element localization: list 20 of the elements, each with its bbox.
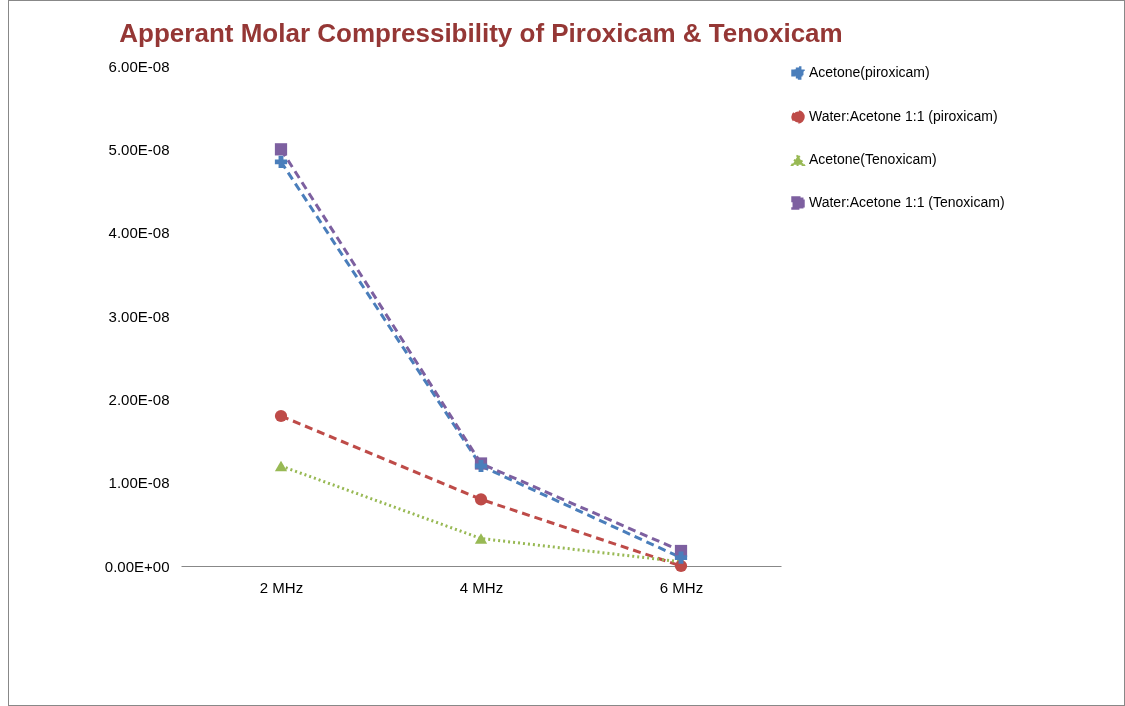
y-tick-label: 3.00E-08 [108,307,170,325]
y-tick-label: 2.00E-08 [108,390,170,408]
point [274,409,288,423]
legend-label: Acetone(piroxicam) [809,64,930,80]
y-tick-label: 6.00E-08 [108,57,170,75]
y-tick-label: 1.00E-08 [108,474,170,492]
point [474,493,488,506]
x-tick-label: 4 MHz [459,578,504,596]
legend-label: Acetone(Tenoxicam) [809,151,937,167]
chart-title: Apperant Molar Compressibility of Piroxicam & Tenoxicam [119,18,843,48]
legend-label: Water:Acetone 1:1 (piroxicam) [809,108,998,124]
point [674,551,688,564]
point [274,155,288,168]
point [274,143,288,156]
y-tick-label: 5.00E-08 [108,140,170,158]
y-tick-label: 4.00E-08 [108,224,170,242]
x-tick-label: 6 MHz [659,578,704,596]
y-tick-label: 0.00E+00 [104,557,170,575]
legend-label: Water:Acetone 1:1 (Tenoxicam) [809,194,1005,210]
x-tick-label: 2 MHz [259,578,304,596]
